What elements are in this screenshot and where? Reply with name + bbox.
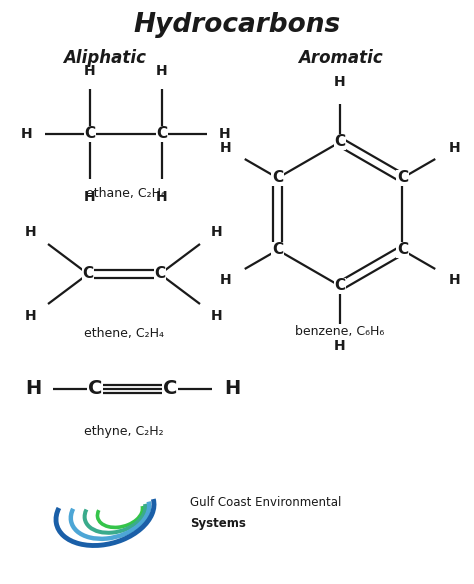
Text: C: C <box>335 134 346 150</box>
Text: H: H <box>84 190 96 204</box>
Text: C: C <box>397 171 408 186</box>
Text: H: H <box>220 141 231 155</box>
Text: H: H <box>219 127 231 141</box>
Text: C: C <box>84 127 96 141</box>
Text: C: C <box>272 171 283 186</box>
Text: H: H <box>448 141 460 155</box>
Text: ethane, C₂H₆: ethane, C₂H₆ <box>86 187 166 200</box>
Text: Systems: Systems <box>190 517 246 530</box>
Text: H: H <box>334 75 346 89</box>
Text: Aliphatic: Aliphatic <box>64 49 146 67</box>
Text: Gulf Coast Environmental: Gulf Coast Environmental <box>190 495 341 509</box>
Text: C: C <box>335 279 346 294</box>
Text: C: C <box>82 266 93 281</box>
Text: H: H <box>156 64 168 78</box>
Text: C: C <box>156 127 168 141</box>
Text: C: C <box>155 266 165 281</box>
Text: H: H <box>334 339 346 353</box>
Text: H: H <box>448 273 460 287</box>
Text: H: H <box>25 380 41 398</box>
Text: ethyne, C₂H₂: ethyne, C₂H₂ <box>84 426 164 439</box>
Text: H: H <box>211 225 223 239</box>
Text: H: H <box>224 380 240 398</box>
Text: C: C <box>163 380 177 398</box>
Text: Hydrocarbons: Hydrocarbons <box>133 12 341 38</box>
Text: H: H <box>84 64 96 78</box>
Text: C: C <box>88 380 102 398</box>
Text: C: C <box>272 242 283 258</box>
Text: H: H <box>25 225 37 239</box>
Text: benzene, C₆H₆: benzene, C₆H₆ <box>295 325 384 339</box>
Text: H: H <box>21 127 33 141</box>
Text: H: H <box>25 309 37 323</box>
Text: H: H <box>220 273 231 287</box>
Text: C: C <box>397 242 408 258</box>
Text: Aromatic: Aromatic <box>298 49 383 67</box>
Text: ethene, C₂H₄: ethene, C₂H₄ <box>84 328 164 340</box>
Text: H: H <box>156 190 168 204</box>
Text: H: H <box>211 309 223 323</box>
